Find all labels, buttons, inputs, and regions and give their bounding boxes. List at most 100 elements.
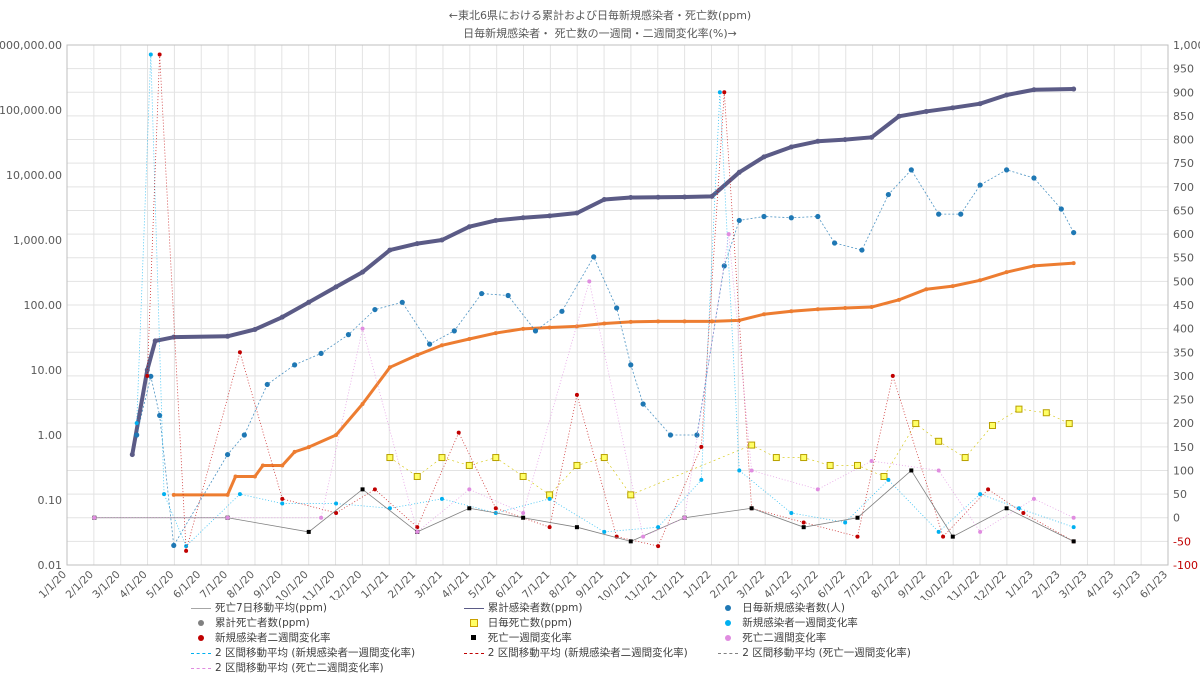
- series-0-point: [977, 101, 983, 107]
- x-tick-label: 3/1/20: [90, 569, 122, 600]
- series-0-point: [414, 241, 420, 247]
- series-2-point: [318, 350, 324, 357]
- series-2-point: [936, 211, 942, 217]
- right-tick-label: 900: [1173, 86, 1194, 99]
- series-5-point: [184, 548, 189, 553]
- x-tick-label: 7/1/22: [842, 569, 874, 600]
- series-2-point: [148, 373, 154, 379]
- chart-title: ←東北6県における累計および日毎新規感染者・死亡数(ppm): [448, 9, 752, 22]
- legend-symbol: [463, 632, 485, 644]
- legend-row: 累計死亡者数(ppm) 日毎死亡数(ppm) 新規感染者一週間変化率: [190, 615, 990, 630]
- x-tick-label: 2/1/23: [1030, 569, 1062, 600]
- series-7-point: [749, 468, 754, 473]
- series-0-point: [788, 144, 794, 150]
- series-3-point: [492, 454, 500, 462]
- series-2-point: [885, 191, 891, 198]
- legend-label: 新規感染者二週間変化率: [215, 632, 331, 644]
- series-6-point: [909, 468, 914, 473]
- legend-item: 死亡7日移動平均(ppm): [190, 600, 463, 615]
- series-2-point: [345, 332, 352, 338]
- right-tick-label: 0: [1173, 512, 1180, 525]
- left-tick-label: 1,000.00: [13, 234, 62, 247]
- legend-item: 2 区間移動平均 (死亡一週間変化率): [717, 645, 990, 660]
- left-tick-label: 0.10: [38, 494, 63, 507]
- right-tick-label: 800: [1173, 134, 1194, 147]
- series-3-point: [1015, 405, 1023, 413]
- series-0-point: [950, 105, 956, 111]
- series-6-point: [306, 529, 311, 534]
- legend-label: 2 区間移動平均 (新規感染者一週間変化率): [215, 647, 416, 659]
- x-tick-label: 1/1/23: [1003, 569, 1035, 600]
- legend-label: 累計死亡者数(ppm): [215, 617, 310, 629]
- legend-item: 死亡一週間変化率: [463, 630, 718, 645]
- series-7-point: [726, 232, 731, 237]
- x-tick-label: 7/1/21: [520, 569, 552, 600]
- series-2-point: [1004, 167, 1010, 173]
- series-3-point: [386, 454, 394, 462]
- series-1-point: [709, 319, 714, 324]
- series-7-point: [92, 515, 97, 520]
- series-7-point: [521, 511, 526, 515]
- series-4-point: [439, 496, 444, 501]
- series-5-point: [415, 525, 420, 530]
- series-4-point: [237, 492, 242, 497]
- series-3-point: [826, 461, 834, 469]
- series-0-point: [306, 299, 312, 305]
- series-2-point: [479, 290, 485, 297]
- legend-item: 2 区間移動平均 (死亡二週間変化率): [190, 660, 490, 675]
- series-2-point: [908, 167, 914, 173]
- series-5-point: [699, 444, 704, 449]
- series-7-point: [319, 515, 324, 520]
- series-1-point: [280, 463, 285, 468]
- series-4-trace: [136, 54, 1074, 547]
- x-tick-label: 6/1/20: [171, 569, 203, 600]
- series-1-point: [547, 325, 552, 330]
- series-4-point: [162, 492, 167, 497]
- series-1-point: [415, 353, 420, 358]
- left-tick-label: 100.00: [24, 299, 63, 312]
- series-2-trace: [136, 169, 1075, 547]
- series-1-point: [602, 321, 607, 326]
- series-0-point: [466, 224, 472, 230]
- series-1-point: [896, 297, 901, 302]
- series-1-point: [1031, 263, 1036, 268]
- series-7-point: [467, 487, 472, 492]
- series-5-point: [493, 506, 498, 511]
- series-3-point: [627, 491, 635, 499]
- right-tick-label: 150: [1173, 441, 1194, 454]
- series-2-point: [399, 299, 405, 305]
- legend-item: 新規感染者二週間変化率: [190, 630, 463, 645]
- series-7-point: [1071, 515, 1076, 520]
- x-tick-label: 7/1/20: [198, 569, 230, 600]
- series-2-point: [1071, 229, 1077, 236]
- series-2-point: [958, 211, 964, 217]
- x-tick-label: 6/1/23: [1138, 569, 1170, 600]
- series-2-point: [505, 292, 511, 299]
- legend-item: 日毎新規感染者数(人): [717, 600, 990, 615]
- legend-symbol: [190, 617, 212, 629]
- series-7-point: [360, 326, 365, 331]
- series-5-point: [237, 350, 242, 355]
- series-0-point: [1031, 87, 1037, 93]
- series-5-point: [855, 534, 860, 539]
- series-5-point: [941, 534, 946, 539]
- series-2-point: [977, 182, 983, 188]
- series-3-point: [988, 422, 996, 430]
- series-1-point: [1004, 270, 1009, 275]
- legend-symbol: [463, 602, 485, 614]
- series-2-point: [427, 341, 433, 347]
- x-tick-label: 5/1/22: [789, 569, 821, 600]
- series-1-point: [387, 365, 392, 370]
- legend-row: 2 区間移動平均 (新規感染者一週間変化率) 2 区間移動平均 (新規感染者二週間…: [190, 645, 990, 660]
- x-tick-label: 2/1/21: [386, 569, 418, 600]
- series-1-point: [292, 449, 297, 454]
- series-3-point: [880, 472, 888, 480]
- series-4-point: [334, 501, 339, 506]
- legend-symbol: [717, 617, 739, 629]
- series-0-point: [252, 326, 258, 332]
- series-4-point: [789, 511, 794, 515]
- left-tick-label: 10,000.00: [6, 169, 62, 182]
- legend-item: 2 区間移動平均 (新規感染者一週間変化率): [190, 645, 463, 660]
- series-0-point: [682, 194, 688, 200]
- series-6-point: [628, 539, 633, 544]
